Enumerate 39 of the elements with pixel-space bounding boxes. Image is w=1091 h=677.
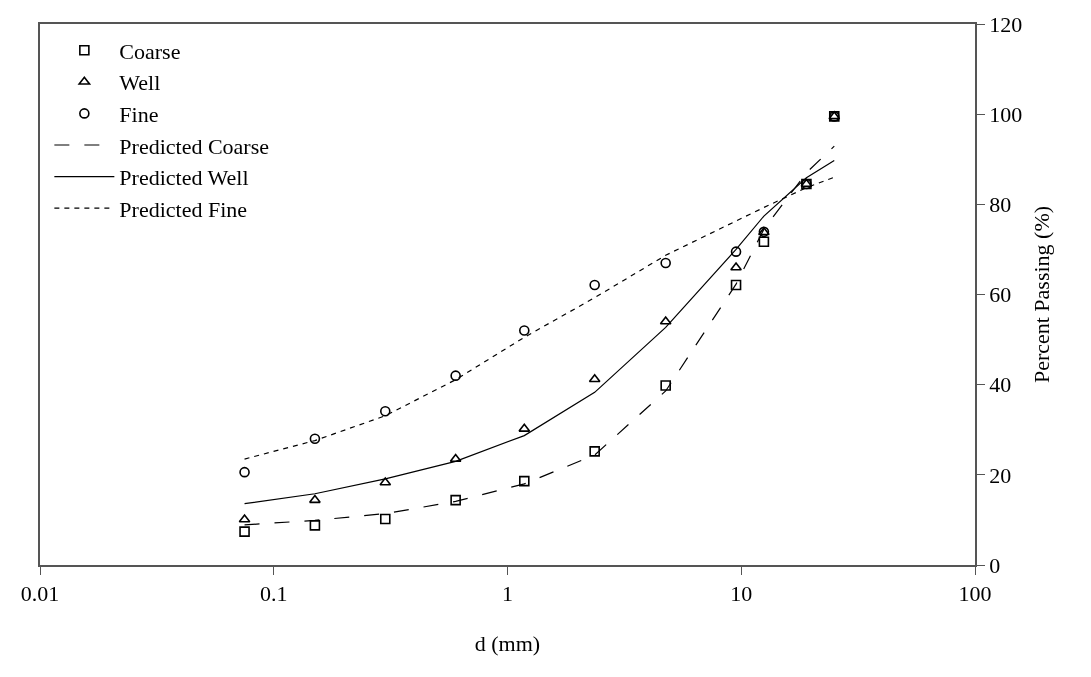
legend-label: Well <box>119 70 161 96</box>
point <box>730 246 742 257</box>
y-tick-label: 80 <box>989 192 1012 218</box>
point <box>730 279 742 291</box>
y-tick-label: 60 <box>989 282 1012 308</box>
x-tick-label: 0.01 <box>20 581 60 607</box>
point <box>309 433 321 445</box>
y-tick-label: 0 <box>989 552 1001 578</box>
x-axis-title: d (mm) <box>474 630 541 656</box>
x-tick-label: 1 <box>502 581 513 607</box>
y2-axis-title: Percent Passing (%) <box>1028 205 1054 384</box>
point <box>450 370 461 381</box>
legend-label: Coarse <box>119 38 181 64</box>
x-tick-label: 100 <box>958 581 992 607</box>
point <box>660 380 671 391</box>
y-tick-label: 100 <box>989 101 1023 127</box>
x-tick-label: 10 <box>730 581 753 607</box>
point <box>379 513 391 525</box>
point <box>588 373 601 383</box>
y-tick-label: 120 <box>989 11 1023 37</box>
point <box>308 494 321 504</box>
point <box>589 446 600 457</box>
point <box>660 257 671 269</box>
point <box>239 526 250 537</box>
legend-label: Predicted Coarse <box>119 133 270 159</box>
legend-label: Predicted Well <box>119 165 249 191</box>
legend-label: Fine <box>119 101 159 127</box>
point <box>379 405 391 417</box>
point <box>449 453 462 463</box>
point <box>519 475 530 487</box>
point <box>239 466 250 478</box>
y-tick-label: 40 <box>989 372 1012 398</box>
legend-label: Predicted Fine <box>119 196 248 222</box>
point <box>309 520 321 531</box>
point <box>519 325 530 336</box>
point <box>450 494 461 506</box>
y-tick-label: 20 <box>989 462 1012 488</box>
point <box>589 279 600 291</box>
x-tick-label: 0.1 <box>260 581 288 607</box>
